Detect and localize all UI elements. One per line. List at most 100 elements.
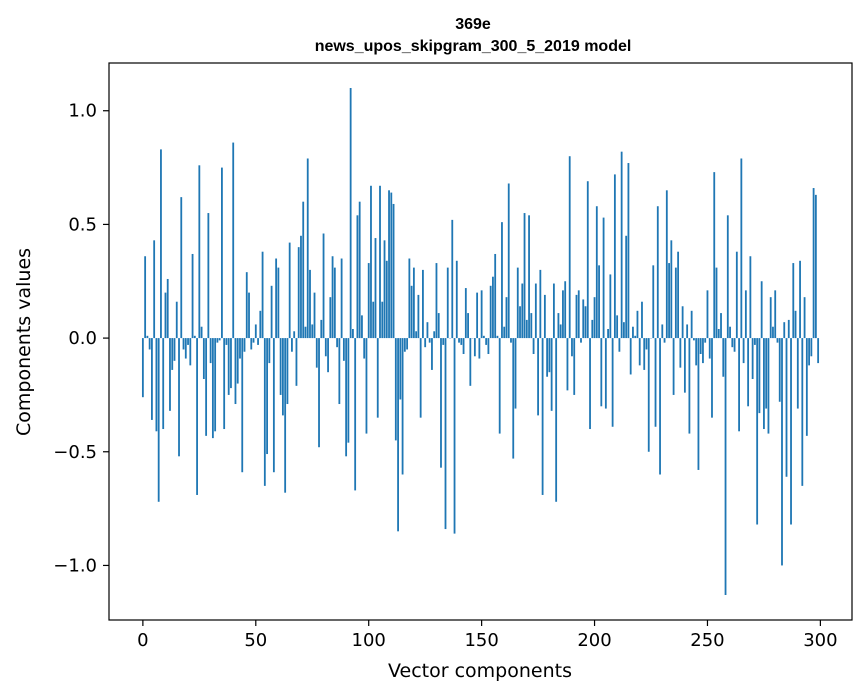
- bar: [164, 292, 167, 339]
- bar: [352, 329, 354, 339]
- bar: [568, 156, 571, 339]
- bar: [729, 326, 731, 339]
- bar: [808, 338, 810, 366]
- bar: [160, 149, 162, 339]
- bar: [467, 313, 469, 339]
- bar: [665, 190, 668, 339]
- x-axis-ticks: 0 50 100 150 200 250 300: [137, 620, 838, 651]
- bar: [209, 338, 212, 364]
- bar: [315, 338, 318, 368]
- bar: [182, 338, 185, 350]
- bar: [494, 253, 497, 339]
- bar: [230, 338, 232, 389]
- bar: [514, 338, 517, 409]
- bar: [340, 258, 343, 339]
- bar: [774, 290, 777, 339]
- bar: [394, 338, 397, 441]
- bar: [415, 331, 418, 339]
- bar: [322, 233, 325, 339]
- bar: [291, 338, 293, 352]
- bar: [485, 338, 488, 345]
- bar: [575, 294, 578, 339]
- bar: [693, 338, 695, 341]
- bar: [521, 283, 524, 339]
- bar: [460, 338, 463, 345]
- x-tick-label: 300: [803, 630, 837, 651]
- bar: [742, 338, 745, 364]
- bar: [205, 338, 208, 436]
- bar: [584, 306, 587, 339]
- bar: [715, 267, 718, 339]
- x-tick-label: 200: [577, 630, 611, 651]
- bar: [406, 338, 409, 350]
- bar: [313, 292, 316, 339]
- bar: [286, 338, 289, 405]
- bar: [641, 301, 643, 339]
- bar: [539, 269, 542, 339]
- bar: [302, 201, 305, 339]
- bar: [363, 338, 366, 359]
- bar: [211, 338, 214, 439]
- bar: [586, 181, 589, 339]
- y-axis-ticks: 1.0 0.5 0.0 −0.5 −1.0: [53, 101, 109, 576]
- bar: [275, 258, 278, 339]
- bar: [683, 338, 686, 393]
- bar: [297, 247, 300, 339]
- bar: [243, 338, 246, 352]
- bar: [349, 88, 352, 339]
- bar: [193, 335, 196, 339]
- bar: [146, 335, 149, 339]
- bar: [817, 338, 820, 364]
- bar: [609, 274, 612, 339]
- y-tick-label: −0.5: [53, 442, 97, 463]
- bar: [248, 292, 250, 339]
- bar: [717, 329, 720, 339]
- bar: [519, 306, 521, 339]
- bar: [550, 338, 553, 411]
- bar: [473, 338, 476, 357]
- bar: [595, 206, 598, 339]
- bar: [600, 338, 603, 407]
- bar: [426, 322, 429, 339]
- bar: [598, 265, 600, 339]
- bar: [327, 338, 329, 373]
- bar: [591, 319, 594, 339]
- bar: [227, 338, 230, 395]
- bar: [480, 290, 483, 339]
- bar: [654, 338, 657, 427]
- bar: [668, 263, 670, 339]
- y-tick-label: −1.0: [53, 555, 97, 576]
- bar: [507, 183, 510, 339]
- bar: [790, 338, 792, 525]
- bar: [191, 253, 194, 339]
- bar: [458, 338, 460, 343]
- bar: [347, 338, 350, 443]
- bar: [679, 338, 682, 368]
- bar: [169, 338, 171, 411]
- bar: [765, 338, 768, 409]
- bar: [202, 338, 205, 380]
- bar: [706, 290, 709, 339]
- bar: [629, 338, 632, 375]
- bar: [735, 251, 738, 339]
- bar: [814, 194, 817, 339]
- bar: [345, 338, 348, 457]
- bar: [492, 276, 494, 339]
- bar: [178, 338, 180, 457]
- bar: [744, 290, 747, 339]
- bar: [173, 338, 176, 361]
- bar: [444, 338, 447, 530]
- bar: [196, 338, 198, 495]
- bar: [776, 338, 779, 343]
- bar: [645, 338, 648, 350]
- bar: [397, 338, 399, 532]
- bar: [632, 326, 634, 339]
- bar: [702, 338, 704, 364]
- bar: [731, 338, 734, 348]
- bar: [489, 285, 492, 339]
- y-axis-label: Components values: [13, 248, 35, 436]
- bar: [805, 338, 808, 436]
- bar: [144, 256, 147, 339]
- bar: [713, 172, 716, 339]
